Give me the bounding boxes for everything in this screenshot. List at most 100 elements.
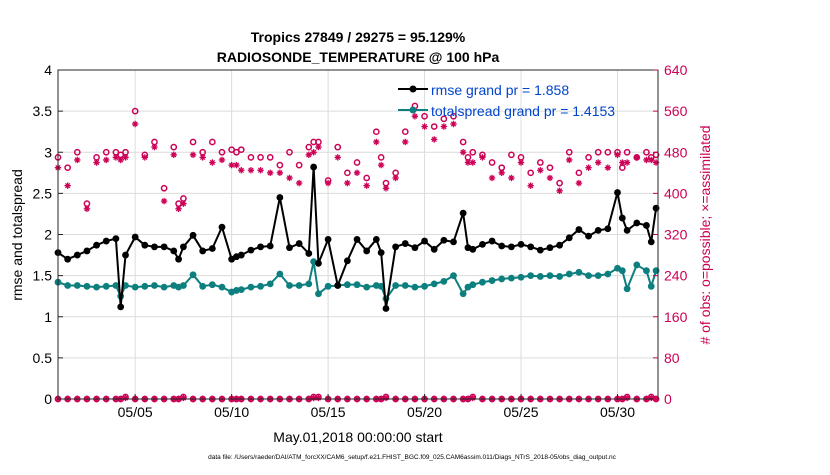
totalspread-series-point bbox=[295, 282, 303, 289]
totalspread-series-point bbox=[623, 285, 631, 293]
totalspread-series-point bbox=[93, 283, 100, 291]
rmse-series-point bbox=[122, 251, 129, 259]
grid-layer bbox=[58, 69, 658, 400]
obs-count-assimilated-star-marker bbox=[402, 138, 409, 146]
totalspread-series-point bbox=[112, 282, 120, 289]
rmse-series-point bbox=[353, 236, 361, 243]
rmse-series-point bbox=[237, 251, 245, 259]
obs-count-assimilated-star-marker bbox=[421, 123, 428, 130]
totalspread-series-point bbox=[498, 275, 506, 283]
obs-count-assimilated-star-marker bbox=[74, 156, 81, 164]
totalspread-series-point bbox=[363, 283, 371, 291]
obs-count-assimilated-star-marker bbox=[151, 143, 158, 151]
totalspread-series-point bbox=[536, 273, 544, 280]
rmse-series-point bbox=[324, 236, 332, 243]
obs-count-assimilated-star-marker bbox=[373, 138, 380, 146]
y-left-tick-label: 0 bbox=[44, 391, 52, 407]
totalspread-series-point bbox=[218, 283, 226, 291]
obs-count-possible-circle-marker bbox=[257, 154, 264, 161]
totalspread-series-point bbox=[517, 273, 525, 281]
obs-count-assimilated-star-marker bbox=[93, 159, 100, 166]
obs-count-assimilated-star-marker bbox=[488, 174, 496, 182]
obs-count-assimilated-star-marker bbox=[633, 154, 640, 161]
legend-spread-marker bbox=[409, 106, 417, 114]
rmse-series-point bbox=[363, 247, 371, 255]
totalspread-series-point bbox=[64, 282, 72, 289]
rmse-series-point bbox=[310, 163, 318, 171]
obs-count-possible-circle-marker bbox=[604, 148, 612, 156]
totalspread-series-point bbox=[479, 278, 486, 286]
x-tick-label: 05/10 bbox=[214, 404, 249, 420]
rmse-series-point bbox=[170, 247, 178, 255]
rmse-series-point bbox=[507, 243, 515, 251]
totalspread-series-point bbox=[257, 282, 264, 290]
rmse-series-point bbox=[266, 242, 274, 250]
obs-count-assimilated-star-marker bbox=[508, 174, 515, 182]
y-right-tick-label: 320 bbox=[664, 227, 688, 243]
obs-count-assimilated-star-marker bbox=[537, 167, 544, 174]
obs-count-possible-circle-marker bbox=[459, 138, 467, 146]
obs-count-assimilated-star-marker bbox=[585, 164, 592, 171]
obs-count-assimilated-star-marker bbox=[175, 205, 182, 212]
rmse-series-point bbox=[546, 244, 554, 252]
totalspread-series-point bbox=[469, 281, 477, 289]
y-axis-right-label: # of obs: o=possible; ×=assimilated bbox=[697, 125, 713, 344]
totalspread-series-point bbox=[401, 282, 409, 289]
totalspread-series-point bbox=[618, 267, 626, 275]
obs-count-assimilated-star-marker bbox=[377, 161, 385, 169]
rmse-series-point bbox=[411, 244, 419, 252]
y-left-tick-label: 1 bbox=[44, 309, 52, 325]
obs-count-assimilated-star-marker bbox=[546, 174, 554, 182]
obs-count-possible-circle-marker bbox=[469, 148, 477, 156]
totalspread-series-point bbox=[647, 282, 655, 290]
totalspread-series-point bbox=[575, 268, 583, 276]
obs-count-assimilated-star-marker bbox=[614, 151, 621, 159]
obs-count-possible-circle-marker bbox=[83, 200, 91, 208]
obs-count-assimilated-star-marker bbox=[209, 159, 216, 166]
rmse-series-point bbox=[377, 249, 385, 256]
obs-count-assimilated-star-marker bbox=[344, 179, 351, 187]
rmse-series-point bbox=[343, 257, 351, 265]
obs-count-assimilated-star-marker bbox=[619, 159, 626, 166]
totalspread-series-point bbox=[353, 281, 361, 289]
obs-count-assimilated-star-marker bbox=[199, 154, 206, 161]
rmse-series-point bbox=[141, 241, 149, 249]
obs-count-assimilated-star-marker bbox=[218, 156, 226, 164]
totalspread-series-point bbox=[83, 282, 91, 290]
obs-count-assimilated-star-marker bbox=[131, 120, 139, 128]
obs-count-possible-circle-marker bbox=[353, 159, 361, 166]
totalspread-series-point bbox=[247, 283, 255, 291]
chart-subtitle: RADIOSONDE_TEMPERATURE @ 100 hPa bbox=[217, 49, 500, 65]
x-tick-label: 05/05 bbox=[118, 404, 153, 420]
rmse-series-point bbox=[643, 222, 650, 229]
y-right-tick-label: 160 bbox=[664, 309, 688, 325]
rmse-series-point bbox=[117, 303, 125, 311]
obs-count-assimilated-star-marker bbox=[160, 197, 168, 205]
y-right-tick-label: 0 bbox=[664, 391, 672, 407]
obs-count-possible-circle-marker bbox=[392, 169, 399, 177]
obs-count-possible-circle-marker bbox=[180, 195, 187, 202]
obs-count-assimilated-star-marker bbox=[382, 185, 390, 192]
totalspread-series-point bbox=[180, 282, 187, 289]
obs-count-possible-circle-marker bbox=[643, 148, 650, 156]
totalspread-series-point bbox=[488, 277, 496, 284]
rmse-series-point bbox=[83, 247, 91, 255]
totalspread-series-point bbox=[392, 282, 400, 289]
rmse-series-point bbox=[401, 240, 409, 247]
y-left-tick-label: 3.5 bbox=[33, 103, 53, 119]
obs-count-assimilated-star-marker bbox=[295, 179, 303, 187]
obs-count-assimilated-star-marker bbox=[440, 123, 448, 130]
obs-count-possible-circle-marker bbox=[305, 143, 313, 151]
totalspread-series-point bbox=[305, 280, 313, 288]
obs-count-possible-circle-marker bbox=[536, 159, 544, 166]
obs-count-possible-circle-marker bbox=[363, 174, 371, 182]
totalspread-series-point bbox=[440, 277, 448, 285]
obs-count-possible-circle-marker bbox=[102, 148, 110, 156]
totalspread-series-point bbox=[450, 272, 457, 280]
obs-count-assimilated-star-marker bbox=[310, 149, 317, 156]
rmse-series-point bbox=[247, 246, 255, 254]
totalspread-series-point bbox=[286, 282, 293, 289]
rmse-series-point bbox=[517, 240, 525, 248]
totalspread-series-point bbox=[421, 282, 428, 290]
